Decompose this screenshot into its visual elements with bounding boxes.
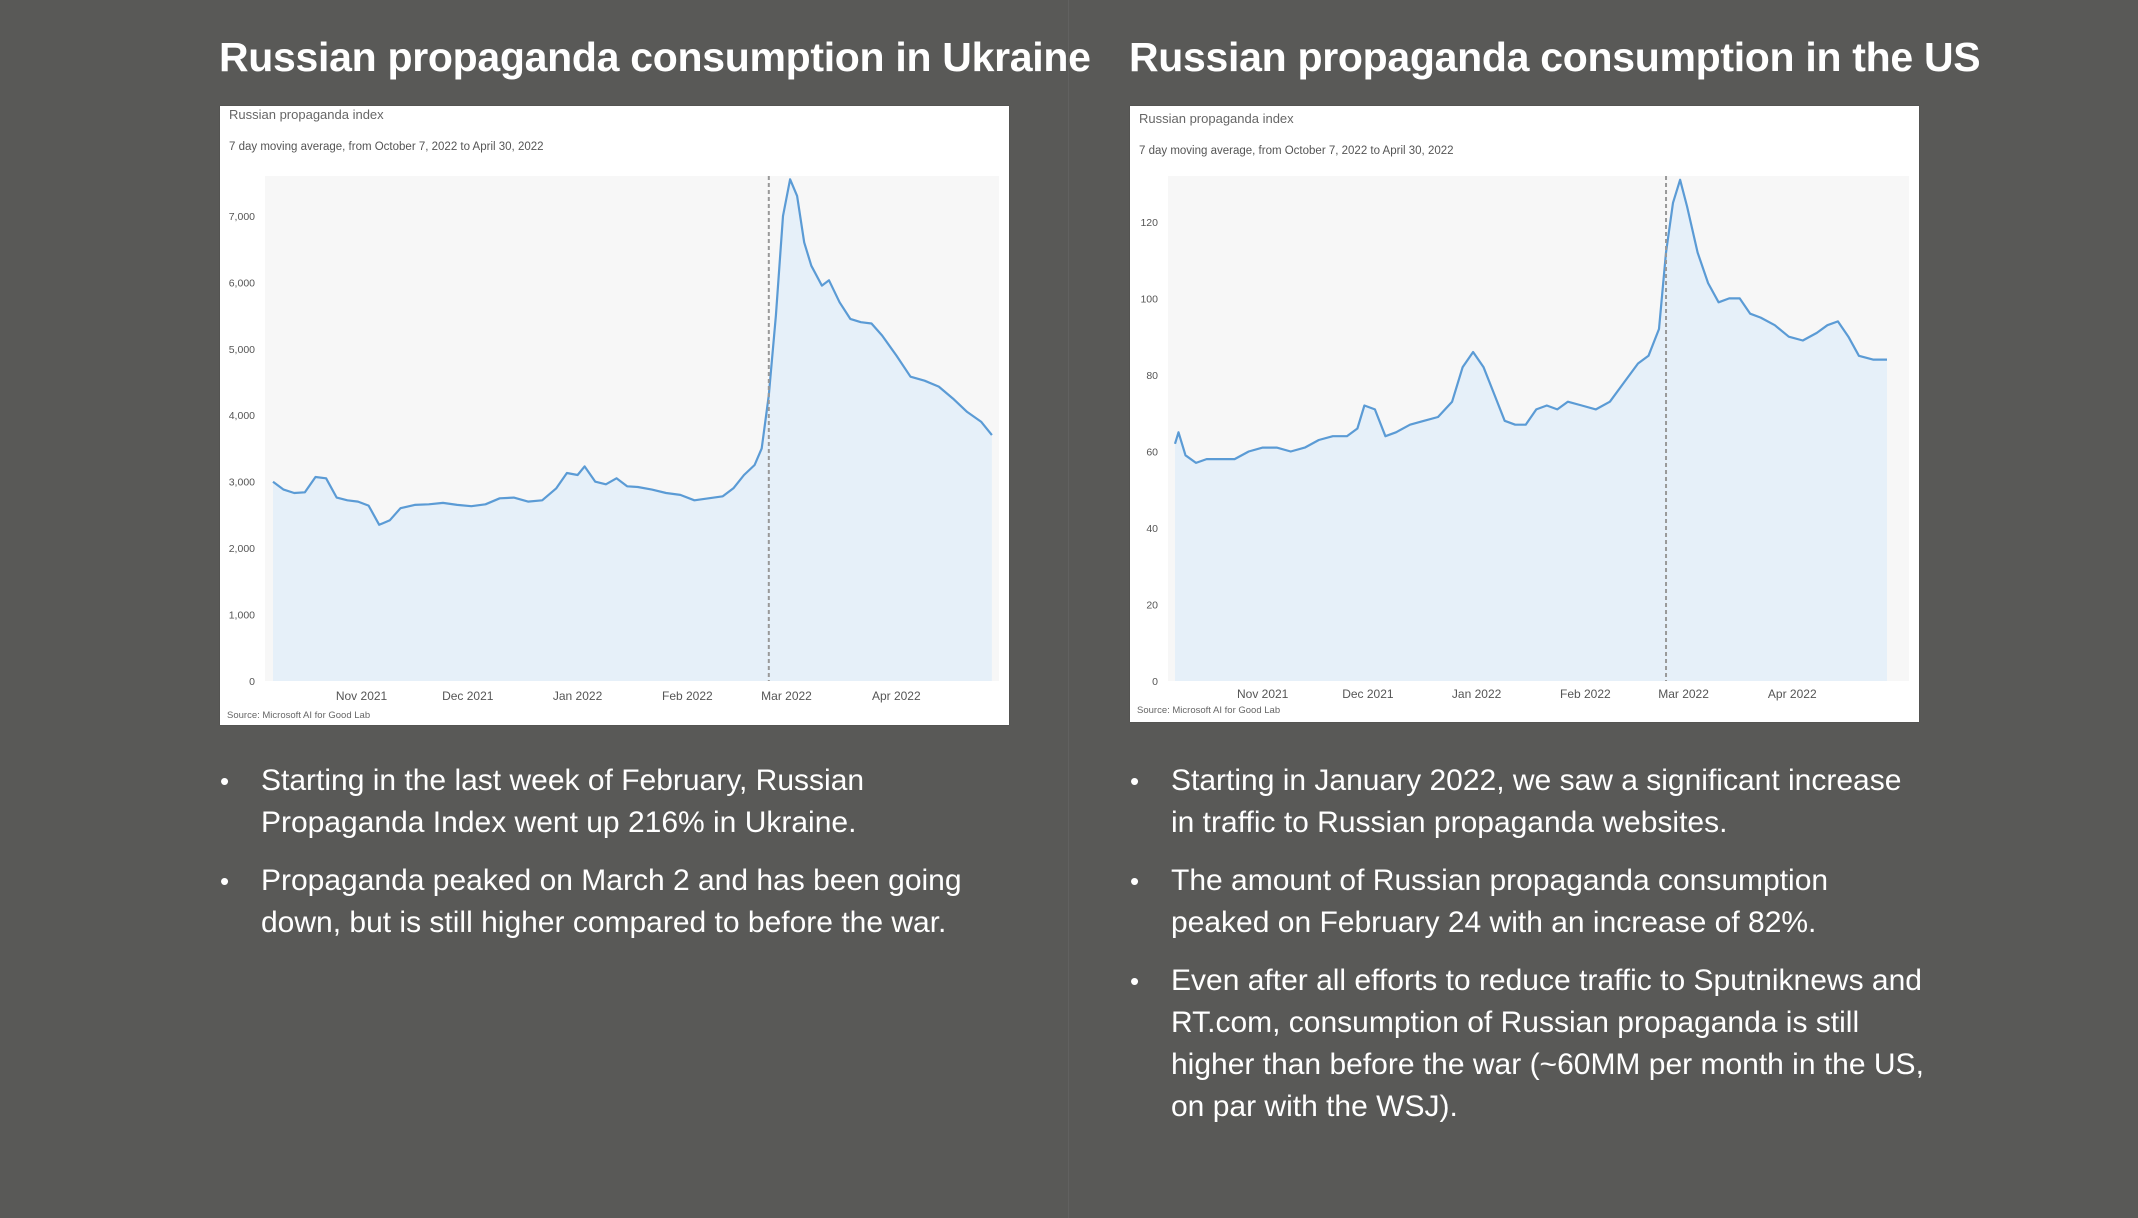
series-area [1175, 179, 1887, 682]
x-tick-label: Dec 2021 [1342, 687, 1394, 701]
bullet-item: • The amount of Russian propaganda consum… [1130, 860, 1930, 944]
y-tick-label: 60 [1146, 446, 1158, 458]
bullet-dot-icon: • [220, 766, 230, 796]
y-tick-label: 20 [1146, 599, 1158, 611]
plot-layer: 0 20 40 60 80 100 120 Nov 2021 Dec 2021 Jan 2022 F… [1140, 176, 1887, 701]
x-tick-label: Jan 2022 [1452, 687, 1502, 701]
chart-us: Russian propaganda index 7 day moving av… [1137, 111, 1909, 716]
chart-ukraine: Russian propaganda index 7 day moving av… [227, 107, 999, 721]
x-tick-label: Mar 2022 [1658, 687, 1709, 701]
y-tick-label: 120 [1140, 217, 1158, 229]
panel-title-ukraine: Russian propaganda consumption in Ukrain… [219, 34, 1091, 80]
bullet-dot-icon: • [220, 866, 230, 896]
panel-divider [1068, 0, 1069, 1218]
bullet-dot-icon: • [1130, 966, 1140, 996]
panel-title-us: Russian propaganda consumption in the US [1129, 34, 1981, 80]
y-tick-label: 2,000 [229, 543, 255, 555]
chart-title: Russian propaganda index [229, 107, 384, 122]
y-tick-label: 7,000 [229, 211, 255, 223]
series-line [1173, 178, 1887, 464]
y-tick-label: 0 [249, 676, 255, 688]
bullet-item: • Even after all efforts to reduce traffi… [1130, 960, 1930, 1128]
y-tick-label: 80 [1146, 370, 1158, 382]
y-tick-label: 4,000 [229, 410, 255, 422]
bullet-item: • Propaganda peaked on March 2 and has be… [220, 860, 1020, 944]
series-area [273, 179, 992, 682]
series-line [272, 178, 993, 526]
plot-layer: 0 1,000 2,000 3,000 4,000 5,000 6,000 7,000 Nov … [229, 176, 993, 703]
x-tick-label: Nov 2021 [1237, 687, 1289, 701]
x-tick-label: Dec 2021 [442, 689, 494, 703]
y-tick-label: 3,000 [229, 477, 255, 489]
x-tick-label: Feb 2022 [662, 689, 713, 703]
bullet-dot-icon: • [1130, 766, 1140, 796]
bullet-dot-icon: • [1130, 866, 1140, 896]
y-tick-label: 1,000 [229, 610, 255, 622]
y-tick-label: 6,000 [229, 277, 255, 289]
chart-card-ukraine: Russian propaganda index 7 day moving av… [220, 106, 1009, 725]
y-tick-label: 40 [1146, 523, 1158, 535]
chart-card-us: Russian propaganda index 7 day moving av… [1130, 106, 1919, 722]
chart-source: Source: Microsoft AI for Good Lab [227, 710, 370, 721]
x-tick-label: Apr 2022 [872, 689, 921, 703]
y-tick-label: 5,000 [229, 344, 255, 356]
x-tick-label: Jan 2022 [553, 689, 603, 703]
x-tick-label: Mar 2022 [761, 689, 812, 703]
x-tick-label: Feb 2022 [1560, 687, 1611, 701]
x-tick-label: Nov 2021 [336, 689, 388, 703]
y-tick-label: 100 [1140, 293, 1158, 305]
bullet-list-ukraine: • Starting in the last week of February, … [220, 760, 1020, 960]
chart-source: Source: Microsoft AI for Good Lab [1137, 705, 1280, 716]
bullet-list-us: • Starting in January 2022, we saw a sign… [1130, 760, 1930, 1144]
bullet-item: • Starting in January 2022, we saw a sign… [1130, 760, 1930, 844]
chart-subtitle: 7 day moving average, from October 7, 20… [1139, 145, 1454, 157]
chart-subtitle: 7 day moving average, from October 7, 20… [229, 141, 544, 153]
chart-title: Russian propaganda index [1139, 111, 1294, 126]
y-tick-label: 0 [1152, 676, 1158, 688]
x-tick-label: Apr 2022 [1768, 687, 1817, 701]
bullet-item: • Starting in the last week of February, … [220, 760, 1020, 844]
